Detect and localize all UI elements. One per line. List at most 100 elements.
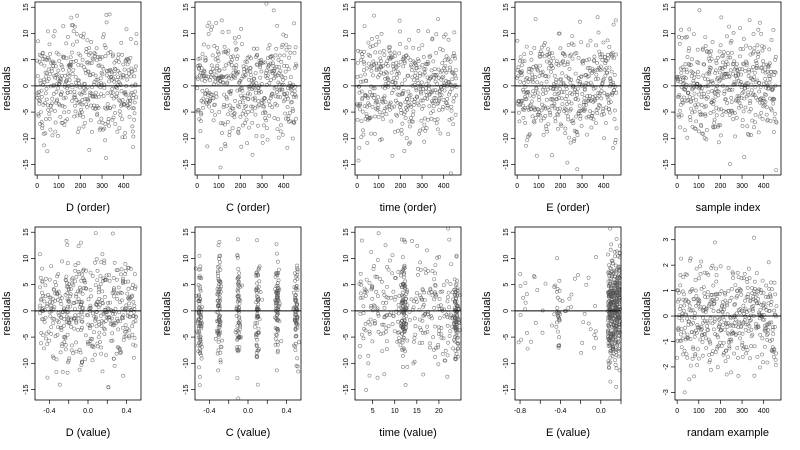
data-point — [255, 311, 260, 316]
data-point — [603, 73, 608, 78]
data-point — [87, 326, 92, 331]
data-point — [410, 307, 415, 312]
data-point — [417, 71, 422, 76]
data-point — [612, 300, 616, 305]
data-point — [361, 68, 366, 73]
x-tick-label: 15 — [413, 408, 421, 415]
data-point — [396, 303, 401, 307]
data-point — [110, 231, 115, 236]
data-point — [729, 337, 734, 342]
data-point — [289, 100, 294, 104]
data-point — [124, 27, 129, 32]
data-point — [521, 88, 525, 92]
data-point — [394, 72, 399, 76]
data-point — [697, 276, 701, 281]
data-point — [725, 301, 729, 306]
data-point — [195, 75, 200, 80]
data-point — [214, 94, 219, 99]
data-point — [701, 94, 706, 99]
data-point — [38, 78, 43, 83]
data-point — [216, 284, 221, 289]
data-point — [222, 92, 227, 97]
data-point — [207, 78, 212, 83]
data-point — [69, 324, 73, 329]
data-point — [209, 109, 214, 114]
data-point — [688, 258, 692, 263]
data-point — [714, 58, 719, 63]
data-point — [252, 86, 257, 91]
data-point — [771, 349, 776, 354]
y-tick-label: -15 — [183, 384, 190, 394]
data-point — [71, 351, 76, 356]
data-point — [774, 120, 779, 125]
x-tick-label: 100 — [213, 183, 225, 190]
data-point — [120, 117, 124, 122]
data-point — [575, 133, 580, 138]
data-point — [404, 314, 409, 319]
data-point — [681, 308, 686, 313]
data-point — [567, 77, 572, 81]
data-point — [549, 59, 553, 64]
data-point — [453, 292, 457, 297]
data-point — [81, 124, 86, 129]
data-point — [264, 71, 268, 75]
data-point — [614, 52, 618, 57]
data-point — [381, 300, 386, 305]
data-point — [563, 53, 567, 58]
data-point — [254, 343, 259, 348]
data-point — [735, 294, 740, 298]
data-point — [261, 60, 266, 65]
data-point — [41, 333, 46, 338]
data-point — [76, 297, 81, 302]
data-point — [65, 242, 70, 247]
data-point — [726, 265, 731, 270]
data-point — [294, 321, 299, 326]
data-point — [256, 99, 261, 103]
data-point — [132, 68, 137, 73]
data-point — [77, 305, 82, 310]
x-tick-label: 0.0 — [596, 408, 606, 415]
data-point — [713, 71, 718, 75]
data-point — [94, 302, 99, 306]
data-point — [392, 50, 397, 55]
data-point — [95, 278, 100, 283]
data-point — [294, 116, 298, 121]
data-point — [747, 133, 751, 138]
data-point — [198, 334, 203, 339]
data-point — [80, 291, 85, 296]
data-point — [107, 278, 112, 283]
data-point — [574, 114, 578, 119]
data-point — [77, 111, 82, 116]
data-point — [290, 106, 295, 111]
data-point — [731, 331, 736, 335]
data-point — [538, 54, 543, 59]
data-point — [536, 112, 541, 117]
data-point — [449, 116, 454, 121]
data-point — [402, 56, 407, 61]
data-point — [217, 323, 222, 328]
data-point — [412, 61, 417, 65]
data-point — [611, 145, 616, 150]
data-point — [455, 286, 460, 291]
data-point — [751, 65, 756, 69]
data-point — [431, 335, 436, 340]
data-point — [360, 54, 365, 59]
data-point — [763, 77, 768, 81]
data-point — [83, 121, 87, 125]
data-point — [411, 361, 416, 366]
data-point — [692, 334, 697, 339]
data-point — [412, 336, 417, 340]
data-point — [609, 316, 613, 321]
data-point — [399, 108, 404, 113]
data-point — [276, 278, 281, 283]
data-point — [525, 292, 529, 297]
data-point — [72, 114, 77, 119]
data-point — [73, 279, 78, 284]
data-point — [76, 269, 81, 274]
data-point — [131, 106, 136, 111]
data-point — [270, 91, 275, 96]
data-point — [275, 127, 280, 132]
data-point — [520, 63, 524, 68]
